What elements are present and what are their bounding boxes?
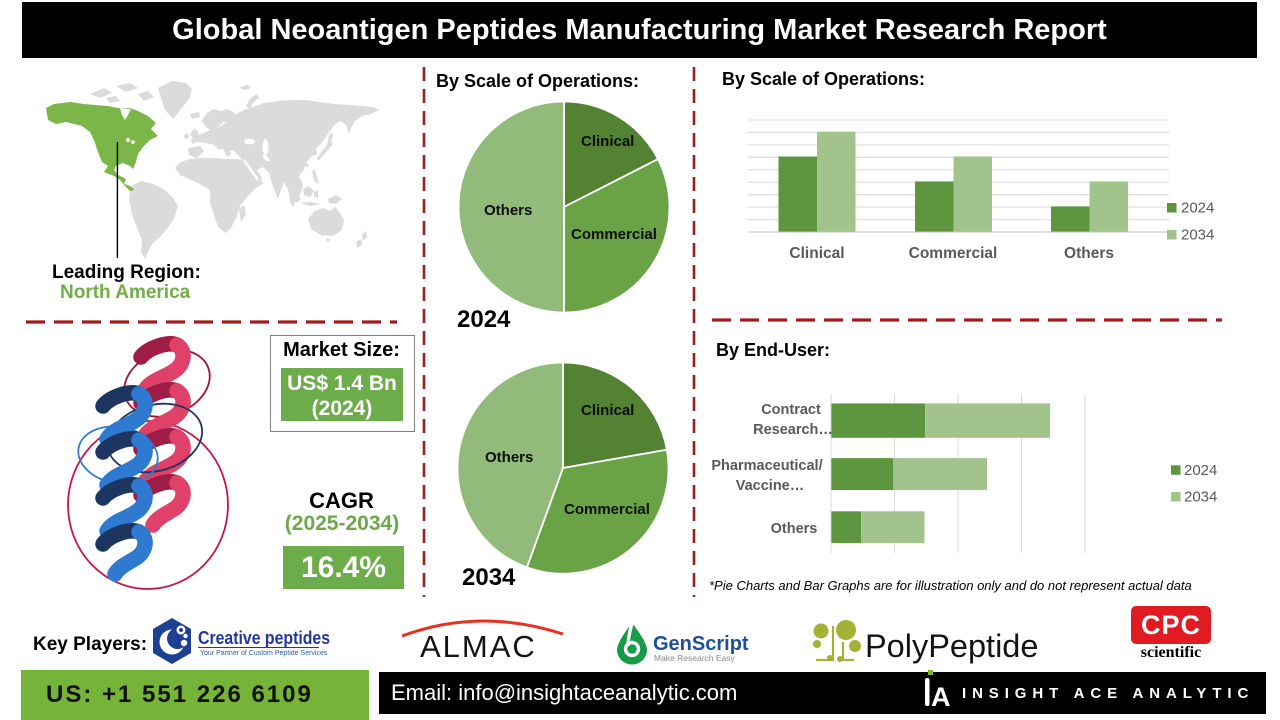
svg-text:Others: Others (484, 202, 532, 219)
svg-text:Clinical: Clinical (581, 402, 634, 419)
svg-text:Commercial: Commercial (909, 245, 998, 262)
svg-text:PolyPeptide: PolyPeptide (865, 628, 1038, 664)
svg-text:Commercial: Commercial (564, 501, 650, 518)
svg-text:2024: 2024 (1181, 200, 1214, 217)
svg-text:Contract: Contract (761, 402, 821, 418)
svg-text:Others: Others (485, 449, 533, 466)
svg-text:A: A (931, 682, 951, 709)
svg-text:Clinical: Clinical (581, 133, 634, 150)
svg-text:Vaccine…: Vaccine… (736, 478, 805, 494)
svg-text:Others: Others (771, 521, 818, 537)
svg-text:GenScript: GenScript (653, 633, 749, 655)
svg-text:Research…: Research… (753, 422, 833, 438)
svg-text:Pharmaceutical/: Pharmaceutical/ (711, 458, 822, 474)
svg-text:2034: 2034 (1184, 489, 1217, 506)
svg-text:Others: Others (1064, 245, 1114, 262)
svg-text:2034: 2034 (1181, 227, 1214, 244)
svg-text:2024: 2024 (1184, 462, 1217, 479)
svg-text:Clinical: Clinical (789, 245, 844, 262)
svg-text:ALMAC: ALMAC (420, 629, 537, 660)
svg-text:Commercial: Commercial (571, 226, 657, 243)
svg-text:Make Research Easy: Make Research Easy (654, 653, 736, 663)
